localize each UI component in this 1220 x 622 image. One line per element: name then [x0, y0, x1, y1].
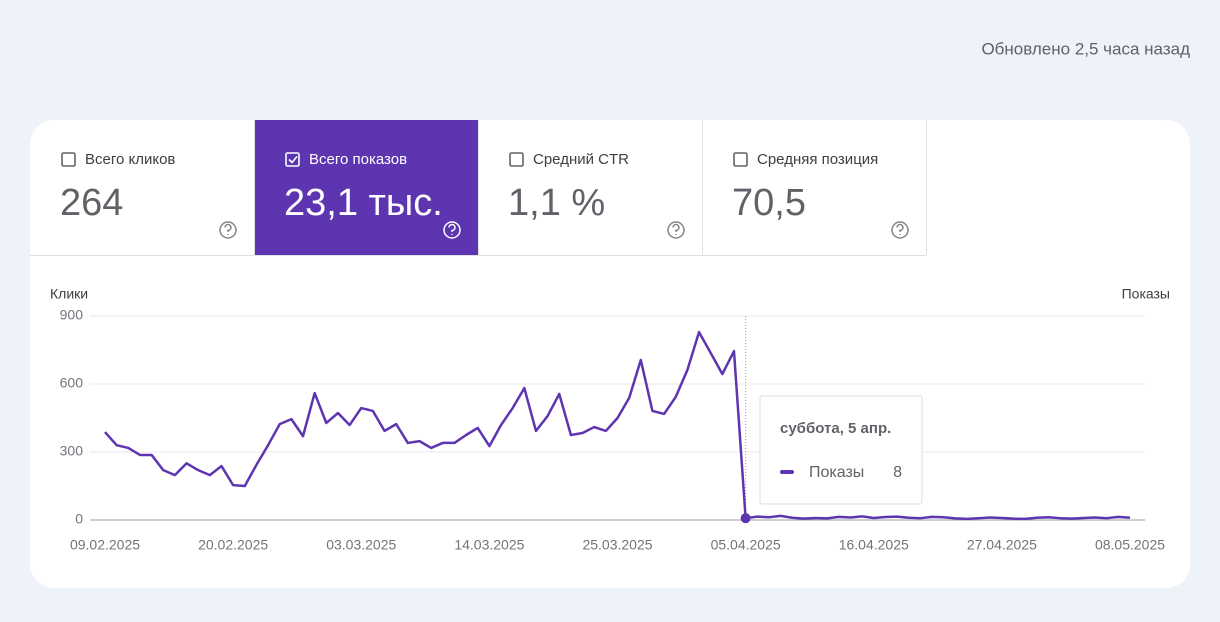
tooltip-value: 8 [893, 464, 902, 481]
help-icon[interactable] [219, 221, 237, 239]
tooltip-title: суббота, 5 апр. [780, 420, 891, 437]
help-glyph [896, 223, 904, 235]
x-tick-label: 09.02.2025 [70, 537, 140, 553]
metric-value: 264 [60, 182, 123, 224]
checkbox[interactable] [509, 152, 524, 167]
metric-label: Всего показов [309, 151, 407, 168]
metric-tile[interactable]: Средняя позиция 70,5 [702, 120, 927, 255]
metric-tile[interactable]: Средний CTR 1,1 % [478, 120, 685, 255]
metric-label: Всего кликов [85, 151, 175, 168]
metric-tile[interactable]: Всего показов 23,1 тыс. [254, 120, 478, 255]
tile-bg [254, 120, 478, 255]
help-icon[interactable] [667, 221, 685, 239]
x-tick-label: 03.03.2025 [326, 537, 396, 553]
metric-tile[interactable]: Всего кликов 264 [60, 151, 237, 239]
updated: Обновлено 2,5 часа назад [981, 39, 1190, 58]
x-tick-label: 25.03.2025 [582, 537, 652, 553]
metric-label: Средний CTR [533, 151, 629, 168]
y-tick-label: 600 [60, 375, 84, 391]
series-line [104, 330, 1131, 521]
x-tick-label: 05.04.2025 [711, 537, 781, 553]
help-icon[interactable] [443, 221, 461, 239]
tooltip-swatch [780, 470, 794, 474]
hover-point [740, 513, 751, 524]
checkbox[interactable] [61, 152, 76, 167]
y-axis-title: Клики [50, 286, 88, 302]
help-glyph [448, 223, 456, 235]
metric-value: 70,5 [732, 182, 806, 224]
checkmark [288, 155, 298, 164]
y-tick-label: 0 [75, 511, 83, 527]
x-tick-label: 20.02.2025 [198, 537, 268, 553]
help-glyph [672, 223, 680, 235]
tooltip-series: Показы [809, 464, 864, 481]
y-tick-label: 900 [60, 307, 84, 323]
x-tick-label: 14.03.2025 [454, 537, 524, 553]
metric-label: Средняя позиция [757, 151, 878, 168]
x-tick-label: 27.04.2025 [967, 537, 1037, 553]
x-tick-label: 08.05.2025 [1095, 537, 1165, 553]
tooltip [759, 395, 923, 505]
metric-value: 1,1 % [508, 182, 605, 224]
y2-axis-title: Показы [1122, 286, 1170, 302]
y-tick-label: 300 [60, 443, 84, 459]
metric-value: 23,1 тыс. [284, 182, 443, 224]
help-glyph [224, 223, 232, 235]
x-tick-label: 16.04.2025 [839, 537, 909, 553]
checkbox[interactable] [733, 152, 748, 167]
checkbox[interactable] [285, 152, 300, 167]
help-icon[interactable] [891, 221, 909, 239]
